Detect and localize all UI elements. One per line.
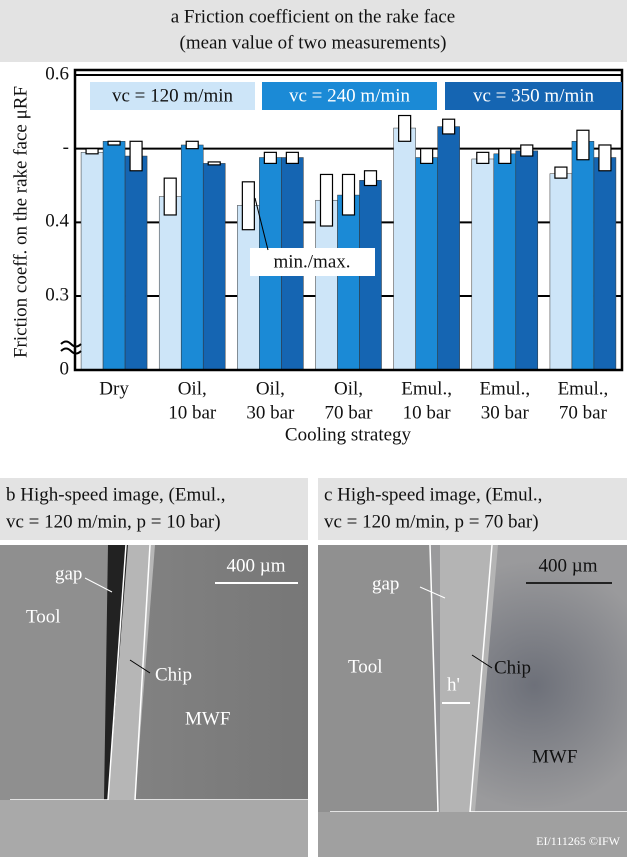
min-max-box <box>577 130 589 159</box>
min-max-box <box>499 149 511 164</box>
bar <box>472 159 494 370</box>
bar <box>125 156 147 370</box>
bar <box>338 195 360 370</box>
y-tick-label: 0.6 <box>45 63 69 84</box>
panel-title: b High-speed image, (Emul., <box>6 484 226 505</box>
min-max-box <box>599 145 611 171</box>
min-max-box <box>421 149 433 164</box>
x-tick-label: Oil, <box>256 378 285 399</box>
x-tick-label: Emul., <box>558 378 609 399</box>
photo-label: 400 µm <box>227 555 286 576</box>
photos <box>0 478 627 857</box>
min-max-box <box>365 171 377 186</box>
x-tick-label: 10 bar <box>168 402 217 423</box>
photo-label: Chip <box>494 657 531 678</box>
panel-title: vc = 120 m/min, p = 10 bar) <box>6 511 221 532</box>
min-max-box <box>86 149 98 154</box>
bar <box>572 141 594 370</box>
min-max-box <box>186 141 198 148</box>
min-max-box <box>399 116 411 142</box>
min-max-box <box>477 152 489 163</box>
x-tick-label: 70 bar <box>324 402 373 423</box>
bar <box>494 154 516 370</box>
min-max-box <box>264 152 276 163</box>
photo-label: gap <box>372 573 399 594</box>
photo-label: MWF <box>532 746 577 767</box>
y-tick-label: 0.3 <box>45 284 69 305</box>
min-max-box <box>242 182 254 230</box>
figure: a Friction coefficient on the rake face … <box>0 0 627 857</box>
bar <box>516 151 538 370</box>
bar <box>416 158 438 370</box>
chart-subtitle: (mean value of two measurements) <box>180 32 447 53</box>
bottom <box>0 800 308 857</box>
photo-label: MWF <box>185 708 230 729</box>
panel-title: c High-speed image, (Emul., <box>324 484 542 505</box>
x-tick-label: 70 bar <box>559 402 608 423</box>
x-tick-label: Dry <box>99 378 129 399</box>
min-max-box <box>208 162 220 165</box>
x-tick-label: Oil, <box>178 378 207 399</box>
photo-label: Tool <box>26 606 61 627</box>
bar <box>181 145 203 370</box>
photo-label: h' <box>447 674 460 695</box>
y-tick-label: 0.4 <box>45 211 69 232</box>
bar <box>594 158 616 370</box>
x-tick-label: 30 bar <box>246 402 295 423</box>
min-max-box <box>108 141 120 145</box>
legend-label: vc = 240 m/min <box>289 85 411 106</box>
min-max-box <box>164 178 176 215</box>
x-tick-label: Emul., <box>401 378 452 399</box>
y-tick-label: - <box>63 137 69 158</box>
bar <box>159 197 181 370</box>
photo-label: Chip <box>155 664 192 685</box>
bar <box>203 163 225 370</box>
min-max-box <box>555 167 567 178</box>
bar <box>394 128 416 370</box>
photo-label: 400 µm <box>539 555 598 576</box>
x-tick-label: 30 bar <box>481 402 530 423</box>
legend-label: vc = 350 m/min <box>473 85 595 106</box>
annotation: min./max. <box>273 251 350 272</box>
axis-break <box>61 342 81 354</box>
x-tick-label: Oil, <box>334 378 363 399</box>
panel-title: vc = 120 m/min, p = 70 bar) <box>324 511 539 532</box>
min-max-box <box>443 119 455 134</box>
min-max-box <box>343 174 355 215</box>
bar <box>103 141 125 370</box>
x-tick-label: Emul., <box>479 378 530 399</box>
min-max-box <box>286 152 298 163</box>
y-tick-label: 0 <box>60 358 70 379</box>
photo-label: Tool <box>348 656 383 677</box>
chart-title: a Friction coefficient on the rake face <box>171 6 456 27</box>
bar <box>438 127 460 370</box>
y-axis-label: Friction coeff. on the rake face μRF <box>10 86 31 358</box>
x-axis-label: Cooling strategy <box>285 424 412 445</box>
photo-label: gap <box>55 563 82 584</box>
footer: EI/111265 ©IFW <box>536 834 621 848</box>
legend-label: vc = 120 m/min <box>112 85 234 106</box>
min-max-box <box>130 141 142 170</box>
bar <box>550 174 572 370</box>
x-tick-label: 10 bar <box>403 402 452 423</box>
min-max-box <box>321 174 333 226</box>
min-max-box <box>521 145 533 156</box>
bar <box>81 152 103 370</box>
